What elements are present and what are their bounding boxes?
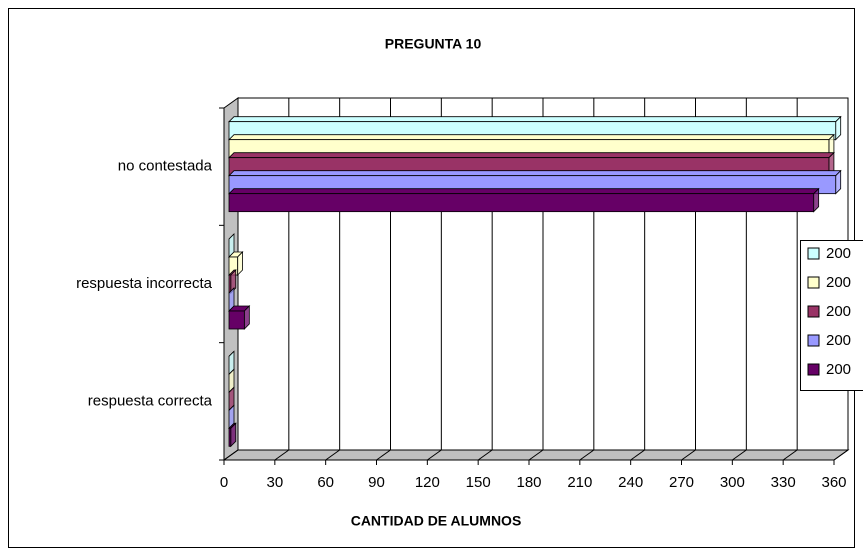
floor-grid-line xyxy=(528,449,544,461)
floor-grid-line xyxy=(579,449,595,461)
bar-front xyxy=(228,310,245,330)
floor-grid-line xyxy=(477,449,493,461)
x-tick-label: 270 xyxy=(669,474,694,491)
x-tick-label: 90 xyxy=(368,474,385,491)
bar-front xyxy=(228,427,232,447)
y-tick-label: no contestada xyxy=(118,158,213,175)
legend-swatch xyxy=(807,334,820,347)
bar-top xyxy=(228,152,835,159)
legend-label: 200 xyxy=(826,303,851,320)
x-tick-label: 210 xyxy=(567,474,592,491)
legend-label: 200 xyxy=(826,332,851,349)
x-tick-label: 150 xyxy=(466,474,491,491)
bar-top xyxy=(228,116,842,123)
floor-grid-line xyxy=(833,449,849,461)
chart-title: PREGUNTA 10 xyxy=(385,36,482,52)
legend-swatch xyxy=(807,305,820,318)
bar-top xyxy=(228,170,842,177)
x-tick-label: 120 xyxy=(415,474,440,491)
x-tick-label: 0 xyxy=(220,474,228,491)
x-tick-label: 300 xyxy=(720,474,745,491)
legend-label: 200 xyxy=(826,361,851,378)
bar-top xyxy=(228,188,820,195)
bar xyxy=(228,422,237,448)
bar xyxy=(228,187,820,213)
x-tick-label: 240 xyxy=(618,474,643,491)
floor-grid-line xyxy=(732,449,747,461)
x-tick-label: 30 xyxy=(266,474,283,491)
bar-front xyxy=(228,274,232,294)
floor-grid-line xyxy=(630,449,645,461)
x-tick-label: 330 xyxy=(771,474,796,491)
y-tick-label: respuesta correcta xyxy=(88,392,213,409)
floor-grid-line xyxy=(274,449,290,461)
floor-grid-line xyxy=(376,449,391,461)
floor-grid-line xyxy=(325,449,340,461)
legend-label: 200 xyxy=(826,274,851,291)
legend-swatch xyxy=(807,363,820,376)
x-tick-label: 360 xyxy=(821,474,846,491)
bar xyxy=(228,305,251,330)
x-tick-label: 180 xyxy=(516,474,541,491)
floor-grid-line xyxy=(782,449,798,461)
x-axis-title: CANTIDAD DE ALUMNOS xyxy=(351,513,522,529)
legend-label: 200 xyxy=(826,245,851,262)
floor-grid-line xyxy=(681,449,696,461)
floor-grid-line xyxy=(427,449,442,461)
bar-front xyxy=(228,193,815,213)
legend-swatch xyxy=(807,276,820,289)
bar-top xyxy=(228,134,835,141)
x-tick-label: 60 xyxy=(317,474,334,491)
floor-grid-line xyxy=(223,449,239,461)
legend-swatch xyxy=(807,247,820,260)
legend: 200 200 200 200 200 xyxy=(800,240,863,391)
y-tick-label: respuesta incorrecta xyxy=(76,275,213,292)
